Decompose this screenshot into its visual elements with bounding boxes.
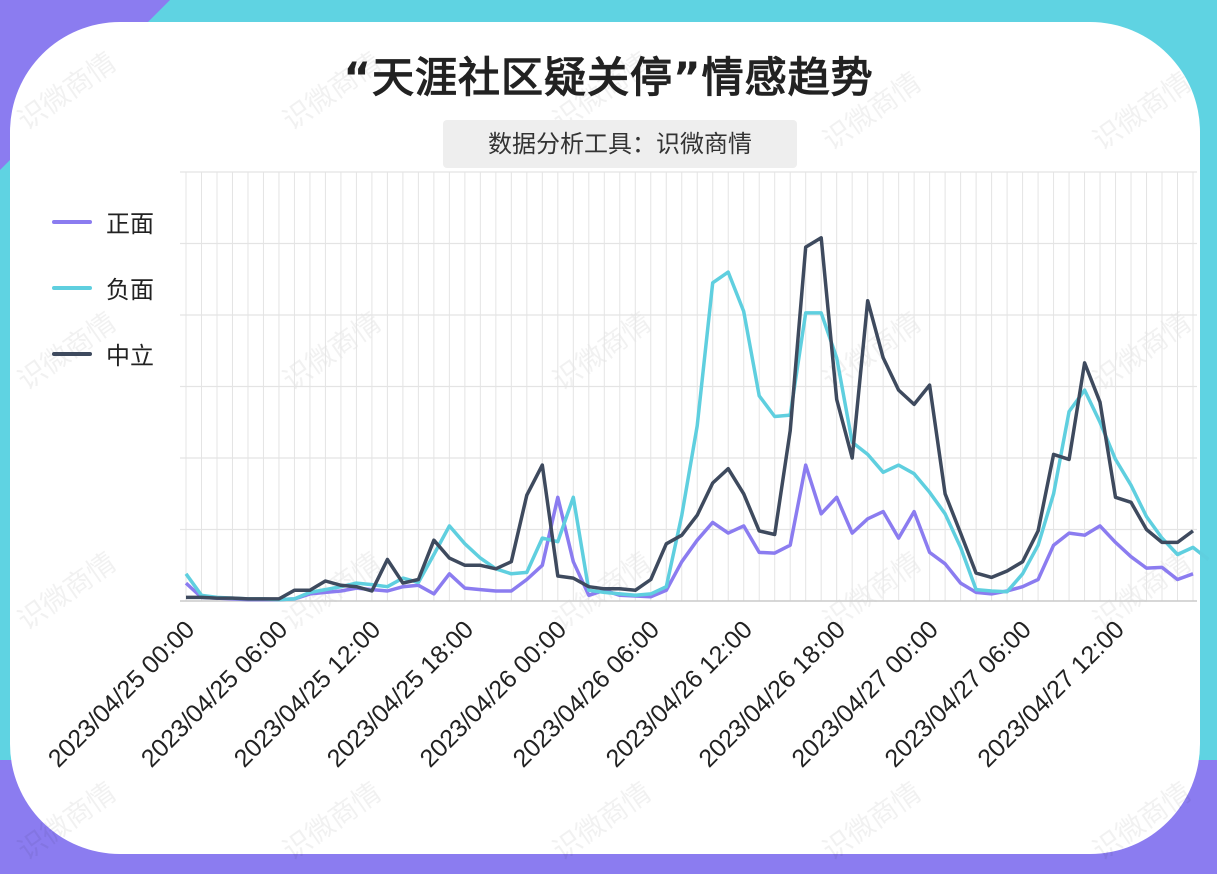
series-line-neutral[interactable] <box>186 236 1195 601</box>
series-line-positive[interactable] <box>184 463 1194 602</box>
legend-label-negative: 负面 <box>106 276 154 304</box>
grid <box>180 171 1197 602</box>
legend-swatch-neutral <box>52 352 92 356</box>
legend-swatch-positive <box>52 220 92 224</box>
series-line-negative[interactable] <box>184 270 1210 602</box>
legend-item-negative[interactable]: 负面 <box>52 266 192 306</box>
legend-label-positive: 正面 <box>106 210 154 238</box>
legend-label-neutral: 中立 <box>106 342 154 370</box>
chart-title: “天涯社区疑关停”情感趋势 <box>343 53 874 102</box>
legend-item-neutral[interactable]: 中立 <box>52 332 192 372</box>
legend-item-positive[interactable]: 正面 <box>52 200 192 240</box>
tool-label: 数据分析工具：识微商情 <box>443 120 797 168</box>
legend-swatch-negative <box>52 286 92 290</box>
